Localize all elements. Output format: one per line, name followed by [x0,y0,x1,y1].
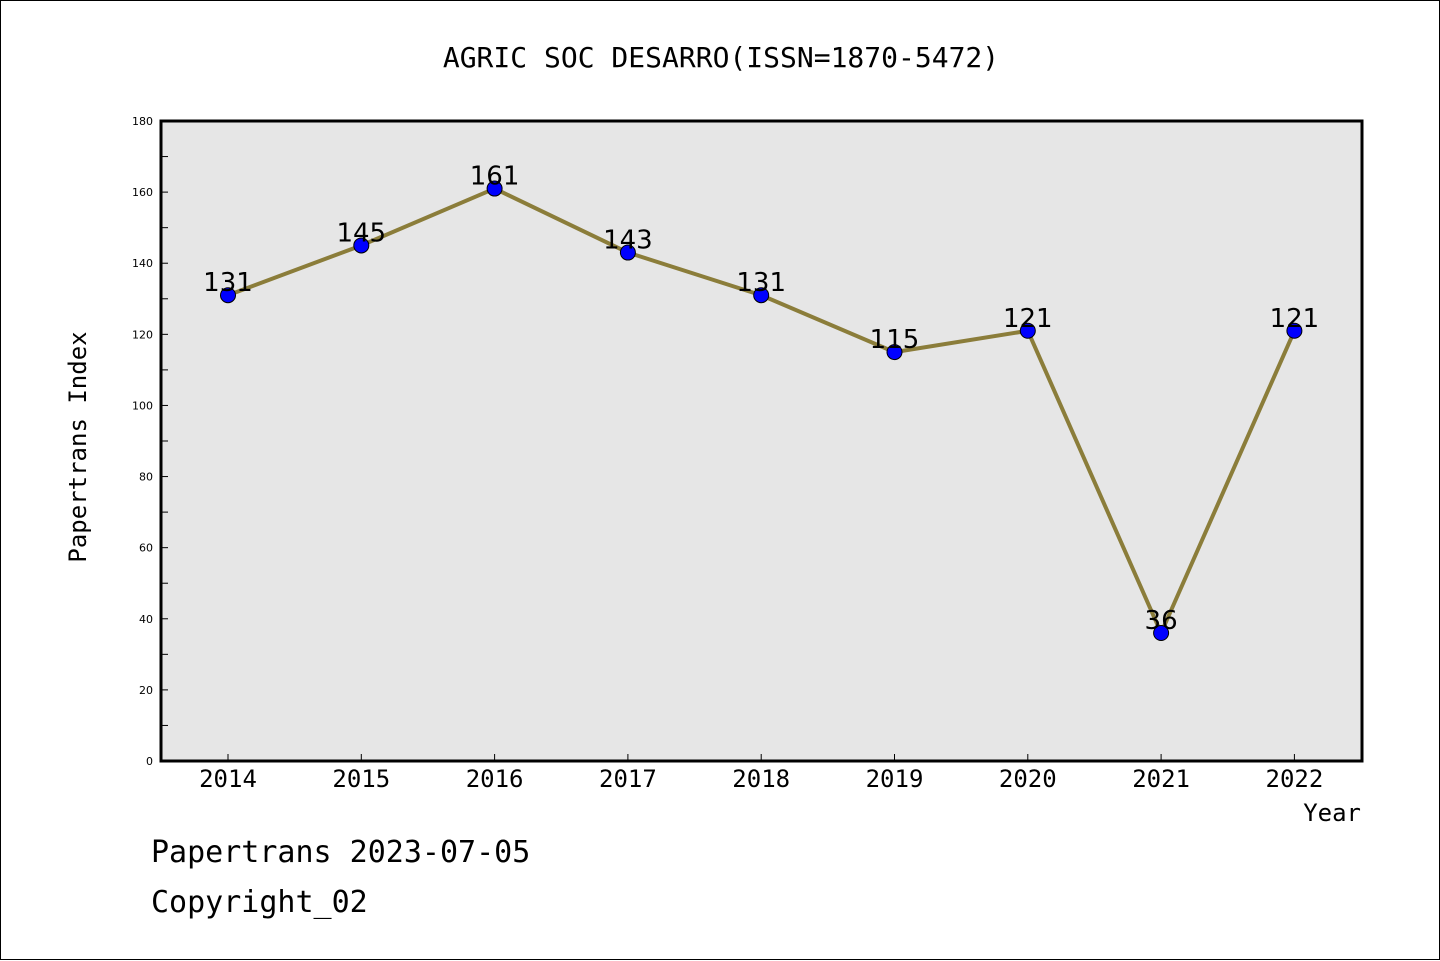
data-point [1153,625,1170,641]
footer-date: Papertrans 2023-07-05 [151,835,531,870]
y-tick-label: 100 [132,399,153,412]
y-axis: 0 20 40 60 80 100 120 140 160 180 [132,115,168,768]
y-tick-label: 40 [139,613,153,626]
data-point [753,287,770,304]
x-tick-label: 2014 [199,765,257,793]
data-point [1019,322,1036,339]
y-tick-label: 160 [132,186,153,199]
x-axis: 2014 2015 2016 2017 2018 2019 2020 2021 2022 [199,754,1323,793]
x-tick-label: 2016 [466,765,524,793]
data-point [353,237,370,254]
x-tick-label: 2015 [332,765,390,793]
x-tick-label: 2022 [1266,765,1324,793]
x-tick-label: 2017 [599,765,657,793]
data-labels: 131 145 161 143 131 115 121 36 121 [203,162,1319,636]
footer-copyright: Copyright_02 [151,885,368,920]
chart-title: AGRIC SOC DESARRO(ISSN=1870-5472) [443,41,999,74]
data-point [220,287,236,304]
x-tick-label: 2020 [999,765,1057,793]
x-tick-label: 2018 [732,765,790,793]
data-label: 143 [603,226,653,256]
data-point [886,344,903,361]
x-tick-label: 2019 [866,765,924,793]
x-axis-label: Year [1303,799,1361,827]
y-tick-label: 0 [146,755,153,768]
plot-area [159,119,1364,763]
series-papertrans-index [220,180,1303,641]
data-label: 121 [1003,304,1053,334]
y-tick-label: 120 [132,328,153,341]
data-label: 115 [870,325,920,355]
data-label: 121 [1270,304,1320,334]
y-tick-label: 140 [132,257,153,270]
y-tick-label: 20 [139,684,153,697]
data-label: 36 [1145,606,1178,636]
data-label: 161 [470,162,520,192]
y-axis-label: Papertrans Index [64,331,92,562]
data-point [1286,322,1303,339]
data-label: 131 [736,268,786,298]
data-point [486,180,503,197]
y-tick-label: 60 [139,542,153,555]
y-tick-label: 180 [132,115,153,128]
data-label: 145 [336,218,386,248]
y-tick-label: 80 [139,471,153,484]
data-label: 131 [203,268,253,298]
data-point [619,244,636,261]
x-tick-label: 2021 [1132,765,1190,793]
